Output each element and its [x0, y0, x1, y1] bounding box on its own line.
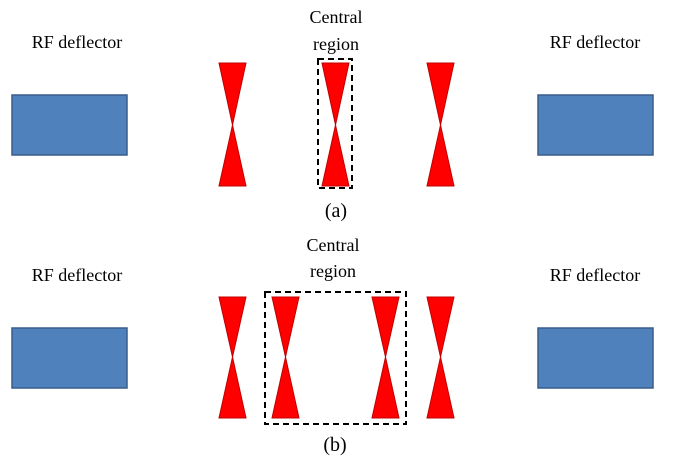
rf-deflector-label-right: RF deflector: [550, 265, 640, 285]
central-region-label-line2: region: [310, 261, 356, 281]
focus-bowtie-outer-right: [426, 296, 455, 419]
rf-deflector-label-right: RF deflector: [550, 32, 640, 52]
panel-a: RF deflector RF deflector Central region…: [11, 7, 654, 222]
focus-bowtie-inner-right: [371, 296, 400, 419]
focus-bowtie-center: [321, 62, 350, 187]
panel-caption: (b): [323, 434, 346, 456]
rf-deflector-left: [11, 94, 128, 156]
central-region-label-line2: region: [313, 34, 359, 54]
central-region-box: [264, 291, 407, 425]
panel-caption: (a): [325, 200, 347, 222]
rf-deflector-label-left: RF deflector: [32, 265, 122, 285]
central-region-label-line1: Central: [310, 7, 363, 27]
rf-deflector-label-left: RF deflector: [32, 32, 122, 52]
rf-deflector-left: [11, 327, 128, 389]
panel-b: RF deflector RF deflector Central region…: [11, 235, 654, 456]
focus-bowtie-left: [218, 62, 247, 187]
focus-bowtie-right: [426, 62, 455, 187]
central-region-label-line1: Central: [307, 235, 360, 255]
central-region-box: [317, 58, 353, 189]
focus-bowtie-inner-left: [271, 296, 300, 419]
rf-deflector-right: [537, 94, 654, 156]
rf-deflector-right: [537, 327, 654, 389]
focus-bowtie-outer-left: [218, 296, 247, 419]
